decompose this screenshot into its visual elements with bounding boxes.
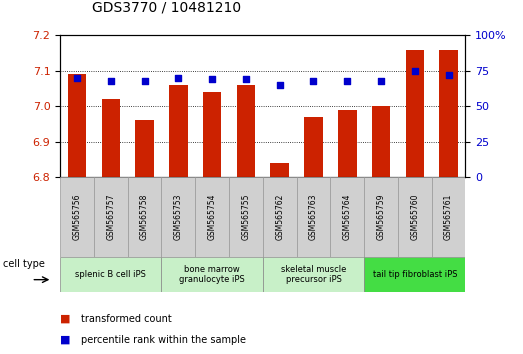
Text: GSM565754: GSM565754 xyxy=(208,194,217,240)
Bar xyxy=(304,117,323,177)
Bar xyxy=(229,177,263,257)
Bar xyxy=(101,99,120,177)
Text: ■: ■ xyxy=(60,335,71,345)
Text: tail tip fibroblast iPS: tail tip fibroblast iPS xyxy=(372,270,457,279)
Bar xyxy=(203,92,221,177)
Point xyxy=(343,78,351,84)
Bar xyxy=(169,85,188,177)
Text: GSM565762: GSM565762 xyxy=(275,194,284,240)
Bar xyxy=(162,257,263,292)
Text: GSM565763: GSM565763 xyxy=(309,194,318,240)
Point xyxy=(140,78,149,84)
Point xyxy=(107,78,115,84)
Bar xyxy=(338,110,357,177)
Text: GSM565759: GSM565759 xyxy=(377,194,385,240)
Text: GSM565753: GSM565753 xyxy=(174,194,183,240)
Bar xyxy=(372,106,390,177)
Text: skeletal muscle
precursor iPS: skeletal muscle precursor iPS xyxy=(281,265,346,284)
Text: GSM565756: GSM565756 xyxy=(73,194,82,240)
Bar xyxy=(263,257,364,292)
Text: percentile rank within the sample: percentile rank within the sample xyxy=(81,335,246,345)
Point xyxy=(174,75,183,81)
Bar xyxy=(60,177,94,257)
Text: splenic B cell iPS: splenic B cell iPS xyxy=(75,270,146,279)
Bar xyxy=(94,177,128,257)
Bar xyxy=(236,85,255,177)
Text: GSM565758: GSM565758 xyxy=(140,194,149,240)
Bar xyxy=(364,177,398,257)
Point xyxy=(242,76,250,82)
Text: cell type: cell type xyxy=(3,259,44,269)
Point xyxy=(276,82,284,88)
Bar xyxy=(128,177,162,257)
Bar xyxy=(431,177,465,257)
Bar xyxy=(162,177,195,257)
Point xyxy=(309,78,317,84)
Bar xyxy=(68,74,86,177)
Bar xyxy=(439,50,458,177)
Text: bone marrow
granulocyte iPS: bone marrow granulocyte iPS xyxy=(179,265,245,284)
Text: GDS3770 / 10481210: GDS3770 / 10481210 xyxy=(92,0,241,14)
Bar xyxy=(297,177,331,257)
Text: GSM565764: GSM565764 xyxy=(343,194,352,240)
Bar xyxy=(364,257,465,292)
Bar xyxy=(135,120,154,177)
Bar xyxy=(405,50,424,177)
Text: GSM565757: GSM565757 xyxy=(106,194,115,240)
Text: ■: ■ xyxy=(60,314,71,324)
Bar xyxy=(270,163,289,177)
Bar xyxy=(331,177,364,257)
Point xyxy=(208,76,217,82)
Bar xyxy=(60,257,162,292)
Text: transformed count: transformed count xyxy=(81,314,172,324)
Bar xyxy=(195,177,229,257)
Text: GSM565761: GSM565761 xyxy=(444,194,453,240)
Point xyxy=(73,75,81,81)
Text: GSM565760: GSM565760 xyxy=(411,194,419,240)
Point xyxy=(377,78,385,84)
Point xyxy=(411,68,419,74)
Text: GSM565755: GSM565755 xyxy=(242,194,251,240)
Bar xyxy=(263,177,297,257)
Point xyxy=(445,72,453,78)
Bar xyxy=(398,177,431,257)
